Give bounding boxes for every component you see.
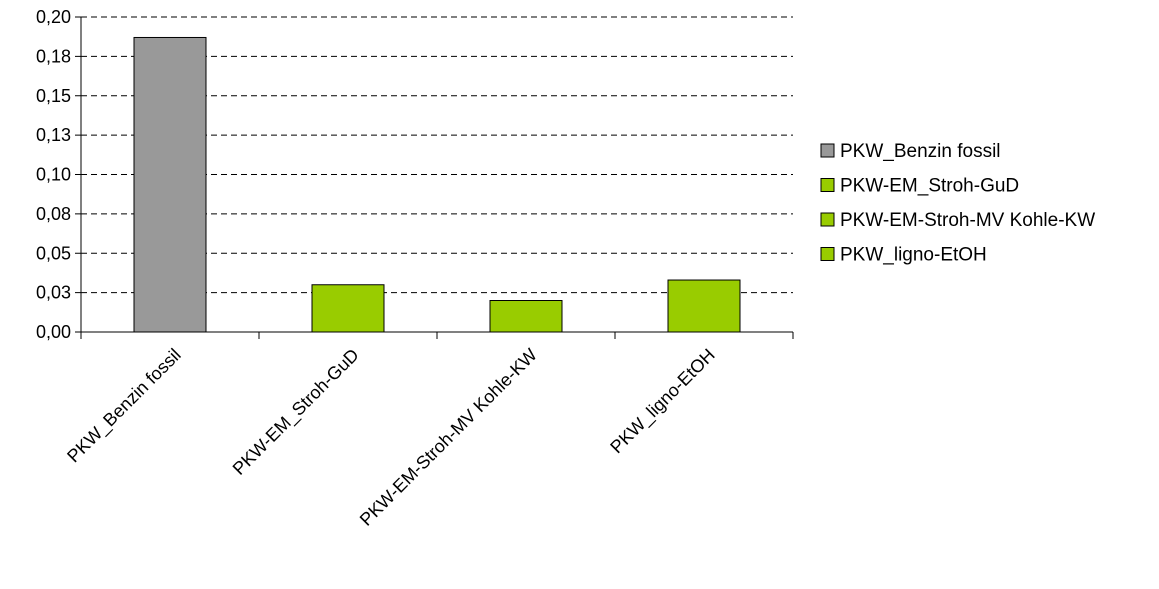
y-tick-label: 0,13: [36, 125, 71, 145]
legend-label: PKW-EM-Stroh-MV Kohle-KW: [840, 210, 1095, 231]
category-labels: PKW_Benzin fossil PKW-EM_Stroh-GuDPKW-EM-…: [63, 345, 719, 530]
legend-label: PKW-EM_Stroh-GuD: [840, 176, 1019, 197]
bar: [311, 284, 385, 333]
y-tick-label: 0,00: [36, 322, 71, 342]
legend-swatch: [820, 143, 835, 158]
legend-swatch: [820, 212, 835, 227]
y-axis-ticks: 0,00 0,03 0,05 0,08 0,10 0,13 0,15 0,18 0,20: [36, 7, 81, 342]
y-tick-label: 0,20: [36, 7, 71, 27]
legend: PKW_Benzin fossil PKW-EM_Stroh-GuD PKW-EM-…: [820, 141, 1095, 266]
category-label: PKW-EM_Stroh-GuD: [229, 345, 364, 480]
y-tick-label: 0,05: [36, 243, 71, 263]
legend-swatch: [820, 247, 835, 261]
y-tick-label: 0,08: [36, 204, 71, 224]
bar: [667, 279, 741, 333]
bars: [133, 36, 741, 333]
category-label: PKW_Benzin fossil: [63, 345, 185, 467]
legend-label: PKW_ligno-EtOH: [840, 245, 987, 266]
bar: [489, 300, 563, 333]
x-axis-ticks: [80, 332, 794, 339]
y-tick-label: 0,03: [36, 283, 71, 303]
gridlines: [81, 16, 793, 294]
y-tick-label: 0,10: [36, 165, 71, 185]
legend-label: PKW_Benzin fossil: [840, 141, 1001, 162]
y-tick-label: 0,15: [36, 86, 71, 106]
y-tick-label: 0,18: [36, 46, 71, 66]
category-label: PKW_ligno-EtOH: [606, 345, 719, 458]
category-label: PKW-EM-Stroh-MV Kohle-KW: [356, 345, 541, 530]
bar: [133, 36, 207, 333]
legend-swatch: [820, 178, 835, 192]
